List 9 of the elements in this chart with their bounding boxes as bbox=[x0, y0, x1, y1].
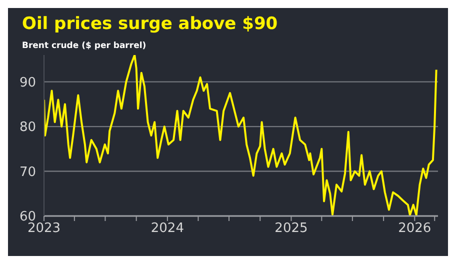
x-tick-label: 2025 bbox=[274, 221, 308, 236]
x-tick-label: 2023 bbox=[27, 221, 61, 236]
y-tick-label: 80 bbox=[19, 120, 36, 136]
x-tick-label: 2026 bbox=[398, 221, 432, 236]
chart-subtitle: Brent crude ($ per barrel) bbox=[22, 41, 146, 51]
chart-title: Oil prices surge above $90 bbox=[22, 14, 278, 34]
x-tick-label: 2024 bbox=[150, 221, 184, 236]
y-tick-label: 70 bbox=[19, 164, 36, 180]
y-tick-label: 90 bbox=[19, 75, 36, 90]
